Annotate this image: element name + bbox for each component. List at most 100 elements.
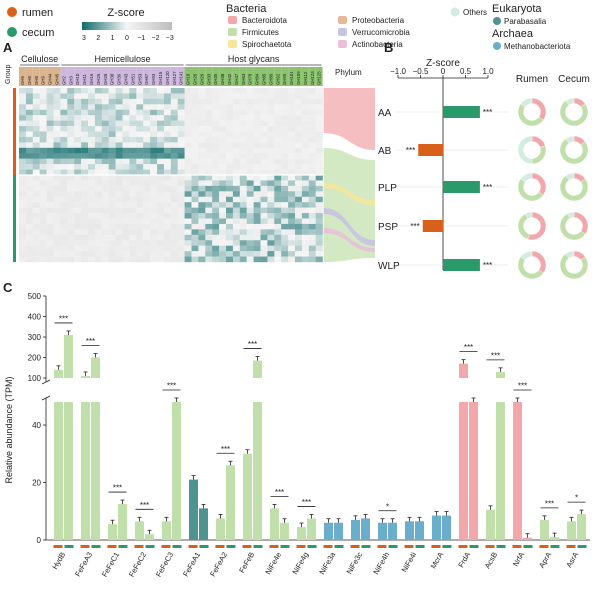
heatmap-cell [295, 213, 303, 219]
heatmap-cell [53, 147, 61, 154]
heatmap-cell [32, 136, 40, 143]
heatmap-cell [274, 164, 282, 170]
heatmap-cell [274, 88, 282, 94]
heatmap-cell [315, 240, 323, 246]
heatmap-cell [288, 245, 296, 252]
heatmap-cell [177, 180, 185, 187]
heatmap-cell [253, 180, 261, 187]
heatmap-cell [157, 131, 165, 138]
heatmap-cell [226, 98, 234, 105]
heatmap-cell [184, 191, 192, 197]
heatmap-cell [226, 191, 234, 197]
heatmap-cell [129, 115, 137, 121]
heatmap-cell [46, 191, 54, 197]
heatmap-cell [46, 120, 54, 127]
heatmap-cell [115, 218, 123, 225]
heatmap-cell [143, 120, 151, 127]
heatmap-cell [108, 196, 116, 203]
donut-slice [531, 135, 546, 148]
heatmap-cell [163, 185, 171, 192]
heatmap-cell [46, 223, 54, 230]
heatmap-cell [136, 136, 144, 143]
heatmap-cell [288, 234, 296, 241]
heatmap-cell [25, 169, 33, 176]
heatmap-cell [212, 234, 220, 241]
panel-b-sig: *** [410, 222, 419, 231]
heatmap-cell [205, 175, 213, 181]
heatmap-cell [32, 223, 40, 230]
heatmap-cell [94, 175, 102, 181]
heatmap-cell [253, 98, 261, 105]
heatmap-cell [88, 98, 96, 105]
heatmap-cell [67, 191, 75, 197]
heatmap-cell [143, 207, 151, 214]
heatmap-cell [177, 175, 185, 181]
group-bar-cecum [13, 175, 16, 262]
heatmap-cell [239, 207, 247, 214]
heatmap-cell [315, 115, 323, 121]
gh-family-label: GH20 [192, 73, 197, 85]
zscore-legend-title: Z-score [107, 7, 144, 19]
heatmap-cell [301, 196, 309, 203]
heatmap-cell [246, 142, 254, 149]
heatmap-cell [295, 256, 303, 263]
heatmap-cell [74, 115, 82, 121]
panel-b-row-label: PLP [378, 183, 397, 194]
group-strip-cecum [91, 545, 101, 548]
heatmap-cell [274, 126, 282, 132]
heatmap-cell [157, 93, 165, 100]
gene-label: AcsB [483, 551, 500, 571]
heatmap-cell [46, 88, 54, 94]
heatmap-cell [163, 207, 171, 214]
heatmap-cell [88, 147, 96, 154]
heatmap-cell [39, 234, 47, 241]
heatmap-cell [122, 109, 130, 116]
heatmap-cell [122, 93, 130, 100]
heatmap-cell [143, 191, 151, 197]
heatmap-cell [32, 109, 40, 116]
heatmap-cell [170, 213, 178, 219]
heatmap-cell [177, 185, 185, 192]
heatmap-cell [301, 191, 309, 197]
heatmap-cell [226, 234, 234, 241]
heatmap-cell [212, 153, 220, 159]
abundance-bar [91, 402, 100, 540]
heatmap-cell [198, 229, 206, 236]
heatmap-cell [81, 202, 89, 208]
heatmap-cell [60, 245, 68, 252]
heatmap-cell [267, 196, 275, 203]
heatmap-cell [39, 126, 47, 132]
heatmap-cell [288, 207, 296, 214]
heatmap-cell [246, 180, 254, 187]
y-tick-label: 200 [28, 354, 42, 363]
heatmap-cell [74, 98, 82, 105]
heatmap-cell [129, 104, 137, 110]
group-strip-rumen [377, 545, 387, 548]
panel-b-bar [418, 144, 443, 156]
heatmap-cell [108, 180, 116, 187]
heatmap-cell [177, 164, 185, 170]
heatmap-cell [53, 115, 61, 121]
heatmap-cell [108, 136, 116, 143]
heatmap-cell [129, 169, 137, 176]
heatmap-cell [157, 180, 165, 187]
heatmap-cell [267, 191, 275, 197]
heatmap-cell [212, 191, 220, 197]
heatmap-cell [301, 180, 309, 187]
heatmap-cell [274, 191, 282, 197]
heatmap-cell [115, 175, 123, 181]
heatmap-cell [74, 104, 82, 110]
heatmap-cell [67, 164, 75, 170]
heatmap-cell [288, 169, 296, 176]
sig-marker: * [575, 494, 578, 503]
category-label: Hemicellulose [94, 54, 150, 64]
heatmap-cell [94, 213, 102, 219]
heatmap-cell [184, 98, 192, 105]
heatmap-cell [94, 115, 102, 121]
donut-slice [559, 175, 589, 202]
heatmap-cell [136, 126, 144, 132]
heatmap-cell [74, 109, 82, 116]
heatmap-cell [281, 158, 289, 165]
heatmap-cell [260, 175, 268, 181]
heatmap-cell [274, 251, 282, 257]
